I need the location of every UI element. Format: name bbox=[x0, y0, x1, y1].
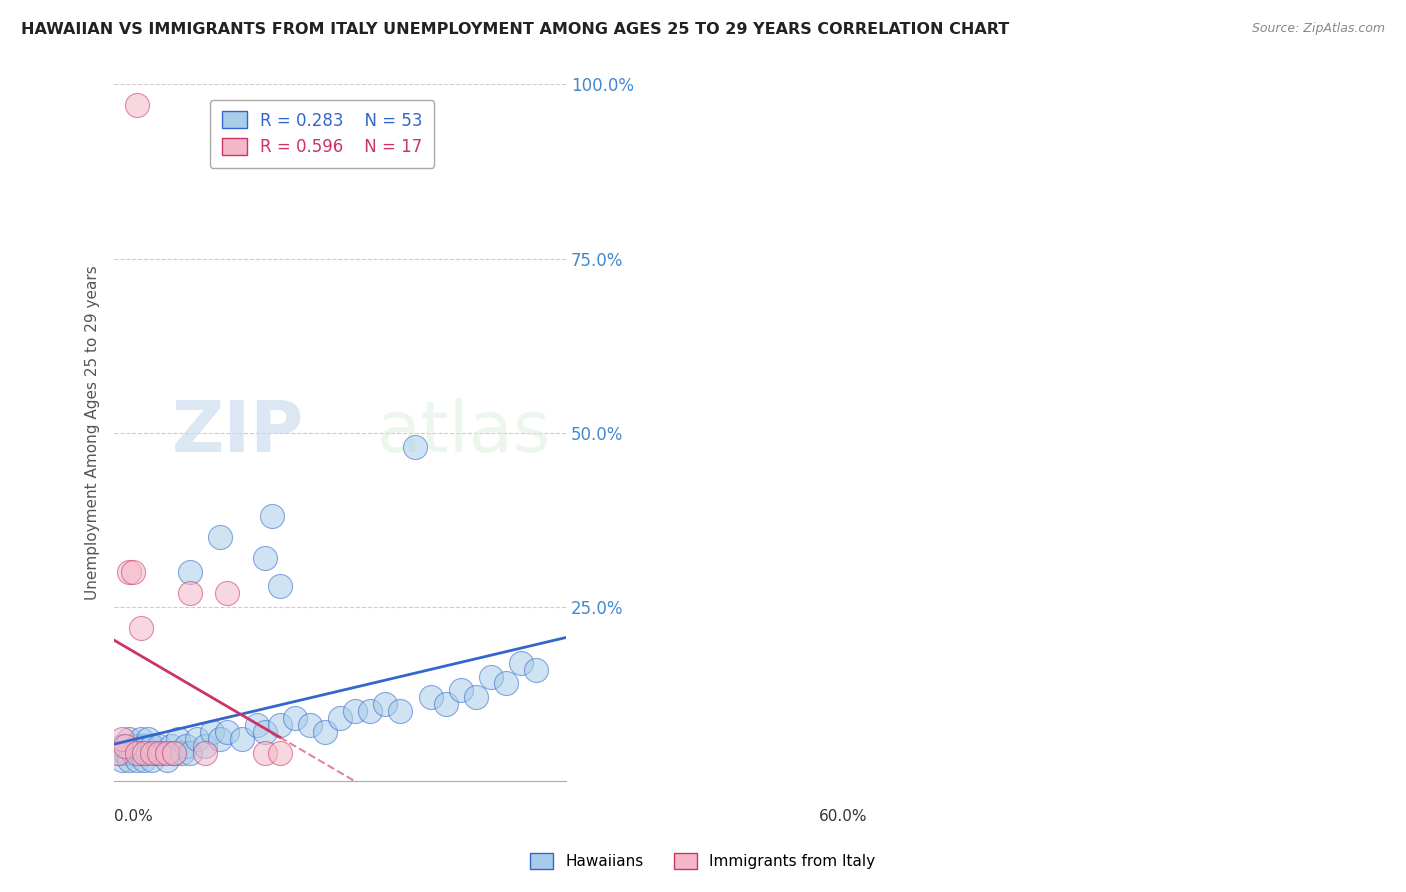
Point bbox=[111, 753, 134, 767]
Point bbox=[524, 663, 547, 677]
Point bbox=[122, 746, 145, 760]
Point bbox=[329, 711, 352, 725]
Point bbox=[186, 732, 208, 747]
Point bbox=[152, 746, 174, 760]
Text: ZIP: ZIP bbox=[172, 398, 304, 467]
Point bbox=[134, 746, 156, 760]
Point bbox=[299, 718, 322, 732]
Point bbox=[359, 704, 381, 718]
Point bbox=[450, 683, 472, 698]
Point bbox=[194, 739, 217, 754]
Text: 60.0%: 60.0% bbox=[818, 809, 868, 824]
Point bbox=[141, 739, 163, 754]
Legend: R = 0.283    N = 53, R = 0.596    N = 17: R = 0.283 N = 53, R = 0.596 N = 17 bbox=[209, 100, 434, 168]
Point bbox=[134, 753, 156, 767]
Point bbox=[111, 739, 134, 754]
Point bbox=[208, 530, 231, 544]
Point bbox=[179, 565, 201, 579]
Point bbox=[314, 725, 336, 739]
Point bbox=[405, 440, 427, 454]
Point bbox=[208, 732, 231, 747]
Point bbox=[262, 509, 284, 524]
Legend: Hawaiians, Immigrants from Italy: Hawaiians, Immigrants from Italy bbox=[524, 847, 882, 875]
Point bbox=[464, 690, 486, 705]
Point bbox=[253, 725, 276, 739]
Point bbox=[125, 98, 148, 112]
Point bbox=[125, 746, 148, 760]
Text: Source: ZipAtlas.com: Source: ZipAtlas.com bbox=[1251, 22, 1385, 36]
Point bbox=[125, 753, 148, 767]
Point bbox=[269, 746, 291, 760]
Text: atlas: atlas bbox=[377, 398, 551, 467]
Point bbox=[114, 746, 136, 760]
Point bbox=[201, 725, 224, 739]
Point bbox=[253, 551, 276, 566]
Point bbox=[163, 746, 186, 760]
Point bbox=[217, 725, 239, 739]
Point bbox=[170, 746, 193, 760]
Point bbox=[111, 732, 134, 747]
Point bbox=[114, 739, 136, 754]
Point bbox=[141, 746, 163, 760]
Point bbox=[156, 753, 179, 767]
Point bbox=[125, 739, 148, 754]
Point bbox=[107, 746, 129, 760]
Point bbox=[129, 746, 152, 760]
Text: 0.0%: 0.0% bbox=[114, 809, 153, 824]
Point bbox=[495, 676, 517, 690]
Point bbox=[284, 711, 307, 725]
Point bbox=[118, 565, 141, 579]
Point bbox=[141, 753, 163, 767]
Point bbox=[122, 565, 145, 579]
Point bbox=[134, 739, 156, 754]
Point bbox=[118, 753, 141, 767]
Point bbox=[389, 704, 412, 718]
Point bbox=[107, 746, 129, 760]
Point bbox=[510, 656, 533, 670]
Point bbox=[231, 732, 253, 747]
Point bbox=[163, 746, 186, 760]
Point bbox=[148, 739, 170, 754]
Point bbox=[136, 746, 159, 760]
Point bbox=[156, 746, 179, 760]
Point bbox=[269, 718, 291, 732]
Point bbox=[434, 698, 457, 712]
Point bbox=[145, 746, 167, 760]
Point bbox=[179, 746, 201, 760]
Point bbox=[174, 739, 197, 754]
Point bbox=[136, 732, 159, 747]
Text: HAWAIIAN VS IMMIGRANTS FROM ITALY UNEMPLOYMENT AMONG AGES 25 TO 29 YEARS CORRELA: HAWAIIAN VS IMMIGRANTS FROM ITALY UNEMPL… bbox=[21, 22, 1010, 37]
Point bbox=[344, 704, 367, 718]
Point bbox=[253, 746, 276, 760]
Point bbox=[479, 669, 502, 683]
Point bbox=[374, 698, 396, 712]
Point bbox=[148, 746, 170, 760]
Point bbox=[129, 732, 152, 747]
Point bbox=[167, 732, 190, 747]
Point bbox=[419, 690, 441, 705]
Point bbox=[217, 586, 239, 600]
Point bbox=[246, 718, 269, 732]
Y-axis label: Unemployment Among Ages 25 to 29 years: Unemployment Among Ages 25 to 29 years bbox=[86, 265, 100, 600]
Point bbox=[159, 739, 181, 754]
Point bbox=[118, 732, 141, 747]
Point bbox=[194, 746, 217, 760]
Point bbox=[129, 621, 152, 635]
Point bbox=[179, 586, 201, 600]
Point bbox=[269, 579, 291, 593]
